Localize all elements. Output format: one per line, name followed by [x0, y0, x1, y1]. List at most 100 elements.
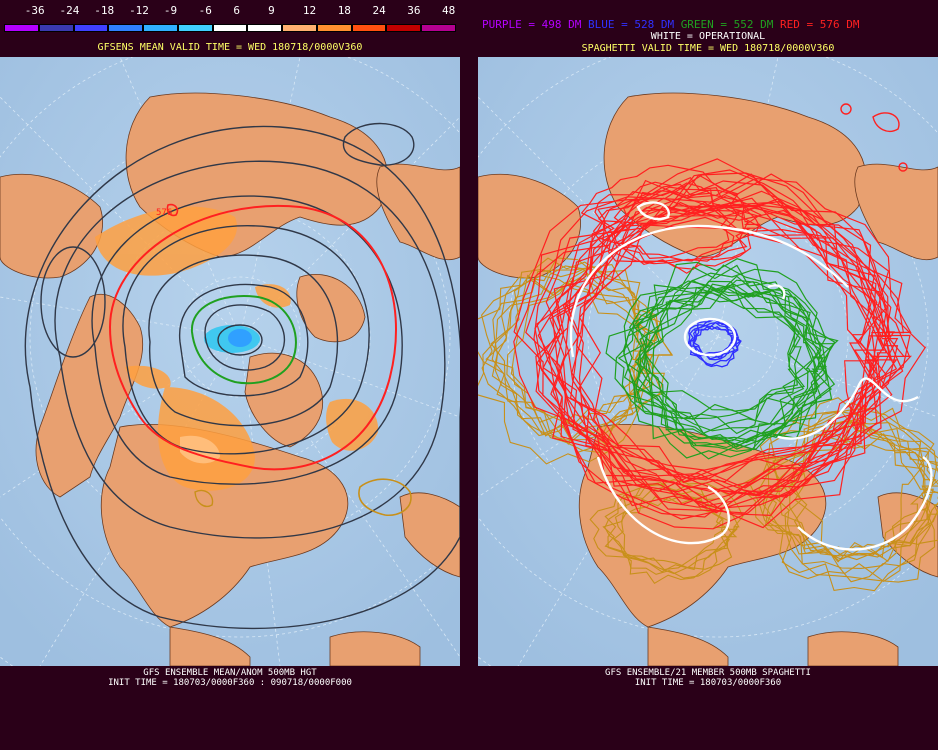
spaghetti-contour	[613, 186, 762, 262]
right-panel-title: SPAGHETTI VALID TIME = WED 180718/0000V3…	[581, 43, 835, 54]
spaghetti-contour	[639, 283, 823, 432]
spaghetti-legend: PURPLE = 498 DM BLUE = 528 DM GREEN = 55…	[482, 18, 860, 31]
spaghetti-contour	[772, 397, 937, 557]
spaghetti-contour	[687, 322, 735, 360]
contour-576	[108, 204, 397, 471]
anomaly-contour-gold	[358, 478, 412, 517]
colorbar-label: -6	[198, 4, 212, 17]
colorbar-label: 6	[233, 4, 240, 17]
colorbar-label: -12	[129, 4, 149, 17]
contour-576-small	[166, 203, 179, 217]
spaghetti-contour	[578, 202, 888, 508]
spaghetti-contour	[614, 482, 740, 569]
spaghetti-contour	[571, 169, 891, 495]
spaghetti-contour	[689, 326, 736, 366]
spaghetti-contour	[737, 410, 938, 563]
legend-green: GREEN = 552 DM	[680, 18, 774, 31]
colorbar-label: 9	[268, 4, 275, 17]
spaghetti-map	[478, 57, 938, 666]
colorbar-label: 18	[337, 4, 351, 17]
right-map-panel	[478, 57, 938, 666]
colorbar-swatch	[177, 24, 213, 32]
colorbar-swatch	[316, 24, 352, 32]
colorbar-label: 36	[407, 4, 421, 17]
left-map-panel: 576	[0, 57, 460, 666]
spaghetti-contour	[622, 288, 805, 451]
right-header: PURPLE = 498 DM BLUE = 528 DM GREEN = 55…	[478, 0, 938, 57]
left-footer-line2: INIT TIME = 180703/0000F360 : 090718/000…	[108, 678, 352, 688]
legend-red: RED = 576 DM	[780, 18, 860, 31]
mean-height-contours	[24, 122, 460, 630]
colorbar-swatch	[212, 24, 248, 32]
colorbar-label: -9	[163, 4, 178, 17]
spaghetti-contour	[604, 486, 730, 571]
operational-contours	[569, 201, 933, 551]
ensemble-mean-map: 576	[0, 57, 460, 666]
colorbar-label: 48	[442, 4, 456, 17]
spaghetti-contour	[602, 494, 738, 579]
colorbar-swatch	[38, 24, 74, 32]
legend-blue: BLUE = 528 DM	[587, 18, 675, 31]
spaghetti-red-contours	[513, 158, 927, 530]
spaghetti-contour	[551, 198, 927, 493]
weak-positive-shading	[180, 435, 220, 464]
left-panel-title: GFSENS MEAN VALID TIME = WED 180718/0000…	[97, 42, 363, 53]
positive-anomaly-shading	[95, 206, 379, 491]
right-footer: GFS ENSEMBLE/21 MEMBER 500MB SPAGHETTI I…	[478, 666, 938, 750]
operational-legend: WHITE = OPERATIONAL	[650, 31, 766, 42]
spaghetti-contour	[510, 265, 658, 454]
spaghetti-contour	[632, 268, 836, 422]
colorbar-swatch	[108, 24, 144, 32]
spaghetti-contour	[617, 281, 839, 434]
contour-576-label: 576	[156, 208, 172, 218]
spaghetti-contour	[644, 290, 833, 452]
colorbar-swatch	[4, 24, 39, 32]
spaghetti-contour	[613, 182, 762, 274]
left-header: -36 -24 -18 -12 -9 -6 6 9 12 18 24 36 48 GFSENS MEAN…	[0, 0, 460, 57]
colorbar-swatch	[351, 24, 387, 32]
spaghetti-red-isolated	[840, 103, 908, 172]
colorbar-swatch	[386, 24, 422, 32]
left-footer-line1: GFS ENSEMBLE MEAN/ANOM 500MB HGT	[143, 668, 317, 678]
spaghetti-contour	[490, 265, 655, 430]
spaghetti-contour	[562, 204, 898, 483]
colorbar-swatch	[421, 24, 456, 32]
anomaly-colorbar: -36 -24 -18 -12 -9 -6 6 9 12 18 24 36 48	[4, 4, 456, 32]
negative-anomaly-shading	[204, 325, 260, 353]
spaghetti-contour	[634, 275, 836, 450]
colorbar-label: -36	[24, 4, 45, 17]
spaghetti-contour	[566, 173, 878, 514]
spaghetti-contour	[784, 433, 938, 583]
spaghetti-contour	[485, 264, 661, 426]
spaghetti-contour	[794, 402, 938, 563]
panel-divider	[460, 0, 478, 750]
spaghetti-green-contours	[605, 258, 839, 460]
colorbar-label: -18	[94, 4, 115, 17]
spaghetti-contour	[637, 287, 819, 460]
spaghetti-contour	[480, 275, 649, 437]
spaghetti-contour	[552, 190, 912, 529]
colorbar-swatch	[247, 24, 283, 32]
colorbar-label: 12	[302, 4, 317, 17]
spaghetti-contour	[635, 287, 823, 449]
spaghetti-contour	[535, 203, 911, 509]
right-footer-line2: INIT TIME = 180703/0000F360	[634, 678, 782, 688]
colorbar-label: -24	[59, 4, 80, 17]
spaghetti-contour	[762, 420, 934, 582]
spaghetti-contour	[555, 180, 905, 484]
contour-552	[190, 295, 297, 385]
spaghetti-contour	[592, 176, 749, 265]
spaghetti-contour	[768, 433, 931, 592]
left-footer: GFS ENSEMBLE MEAN/ANOM 500MB HGT INIT TI…	[0, 666, 460, 750]
spaghetti-contour	[513, 172, 896, 493]
spaghetti-contour	[589, 483, 738, 573]
spaghetti-contour	[492, 274, 651, 441]
spaghetti-contour	[596, 189, 751, 270]
spaghetti-contour	[556, 201, 885, 497]
spaghetti-contour	[580, 164, 740, 260]
colorbar-label: 24	[372, 4, 386, 17]
colorbar-swatch	[73, 24, 109, 32]
spaghetti-contour	[491, 272, 641, 444]
colorbar-swatch	[143, 24, 178, 32]
spaghetti-contour	[628, 258, 802, 435]
